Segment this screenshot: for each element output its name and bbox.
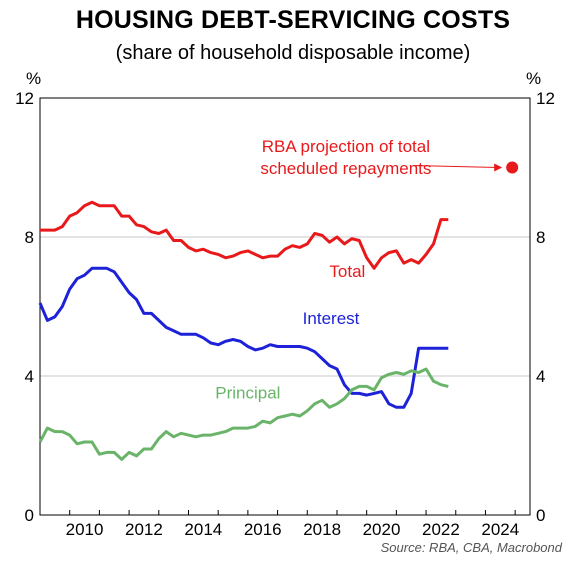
projection-arrow-line	[412, 165, 499, 168]
series-label-total: Total	[329, 262, 365, 281]
projection-annotation: RBA projection of total scheduled repayme…	[260, 137, 519, 178]
y-tick-label-left: 4	[25, 367, 34, 386]
x-tick-label: 2022	[422, 520, 460, 539]
y-axis-ticks: 0 0 4 4 8 8 12 12	[15, 89, 555, 525]
series-line-principal	[38, 367, 449, 461]
y-tick-label-right: 0	[536, 506, 545, 525]
y-tick-label-right: 12	[536, 89, 555, 108]
series-label-principal: Principal	[215, 384, 280, 403]
source-note: Source: RBA, CBA, Macrobond	[381, 540, 563, 555]
y-unit-left: %	[26, 69, 41, 88]
x-tick-label: 2024	[481, 520, 519, 539]
x-tick-label: 2020	[363, 520, 401, 539]
projection-arrow-head	[494, 163, 503, 172]
y-unit-right: %	[526, 69, 541, 88]
projection-label-line1: RBA projection of total	[262, 137, 430, 156]
x-tick-label: 2010	[66, 520, 104, 539]
chart-title: HOUSING DEBT-SERVICING COSTS	[75, 6, 511, 34]
y-tick-label-left: 8	[25, 228, 34, 247]
series-labels: Total Interest Principal	[215, 262, 365, 403]
projection-point	[506, 161, 519, 174]
series-line-total	[40, 200, 449, 270]
series-label-interest: Interest	[303, 309, 360, 328]
y-tick-label-left: 12	[15, 89, 34, 108]
series-line-interest	[38, 266, 449, 409]
x-axis-ticks: 2010 2012 2014 2016 2018 2020 2022 2024	[39, 510, 519, 539]
x-tick-label: 2016	[244, 520, 282, 539]
y-tick-label-right: 4	[536, 367, 545, 386]
y-tick-label-left: 0	[25, 506, 34, 525]
gridlines	[40, 236, 530, 377]
x-tick-label: 2014	[184, 520, 222, 539]
y-tick-label-right: 8	[536, 228, 545, 247]
series-lines	[38, 200, 449, 461]
projection-label-line2: scheduled repayments	[260, 159, 431, 178]
x-tick-label: 2012	[125, 520, 163, 539]
x-tick-label: 2018	[303, 520, 341, 539]
chart-subtitle: (share of household disposable income)	[115, 42, 471, 64]
